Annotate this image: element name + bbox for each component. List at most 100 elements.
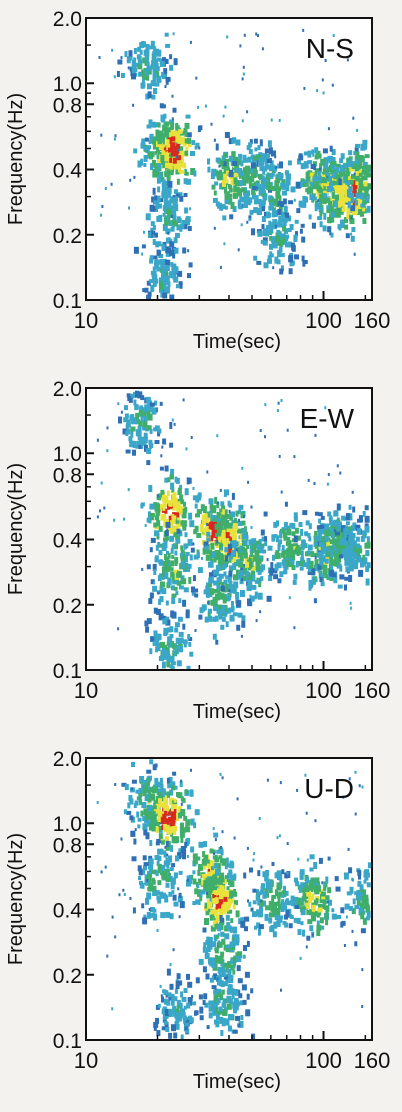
spectrogram-cell xyxy=(213,557,217,563)
spectrogram-cell xyxy=(146,618,152,625)
noise-dot xyxy=(239,44,242,48)
spectrogram-cell xyxy=(128,50,133,58)
spectrogram-cell xyxy=(229,169,233,177)
spectrogram-cell xyxy=(146,811,150,819)
spectrogram-cell xyxy=(177,580,182,586)
spectrogram-cell xyxy=(269,570,274,576)
spectrogram-cell xyxy=(313,598,317,604)
noise-dot xyxy=(351,877,354,881)
spectrogram-cell xyxy=(293,512,298,519)
spectrogram-cell xyxy=(208,498,214,505)
spectrogram-cell xyxy=(331,559,335,565)
spectrogram-cell xyxy=(145,43,150,51)
spectrogram-cell xyxy=(172,1010,177,1017)
spectrogram-cell xyxy=(129,815,134,821)
spectrogram-cell xyxy=(230,180,235,185)
spectrogram-cell xyxy=(129,798,134,805)
spectrogram-cell xyxy=(171,136,176,142)
noise-dot xyxy=(353,172,356,176)
spectrogram-cell xyxy=(230,584,235,591)
spectrogram-cell xyxy=(258,157,264,162)
spectrogram-cell xyxy=(363,145,368,150)
spectrogram-cell xyxy=(172,771,177,776)
spectrogram-cell xyxy=(163,288,167,295)
spectrogram-cell xyxy=(330,208,335,214)
spectrogram-cell xyxy=(219,858,224,864)
spectrogram-cell xyxy=(221,989,225,995)
spectrogram-cell xyxy=(274,256,279,264)
spectrogram-cell xyxy=(199,524,204,529)
noise-dot xyxy=(361,968,364,972)
spectrogram-cell xyxy=(179,494,184,500)
spectrogram-cell xyxy=(277,897,281,904)
spectrogram-cell xyxy=(217,558,221,564)
noise-dot xyxy=(206,470,209,474)
spectrogram-cell xyxy=(294,234,298,241)
spectrogram-cell xyxy=(229,941,235,948)
spectrogram-cell xyxy=(167,840,171,848)
spectrogram-cell xyxy=(160,489,165,495)
spectrogram-cell xyxy=(229,862,235,869)
spectrogram-cell xyxy=(155,803,160,809)
spectrogram-cell xyxy=(265,882,271,888)
spectrogram-cell xyxy=(343,188,349,194)
spectrogram-cell xyxy=(317,563,322,570)
noise-dot xyxy=(129,178,132,182)
spectrogram-cell xyxy=(186,132,192,138)
spectrogram-cell xyxy=(148,858,154,865)
spectrogram-cell xyxy=(224,205,228,210)
noise-dot xyxy=(255,619,258,623)
spectrogram-cell xyxy=(225,964,229,971)
spectrogram-cell xyxy=(214,615,219,622)
noise-dot xyxy=(293,626,296,630)
spectrogram-cell xyxy=(232,523,238,531)
noise-dot xyxy=(162,577,165,581)
spectrogram-cell xyxy=(319,524,325,529)
spectrogram-cell xyxy=(180,1012,186,1017)
spectrogram-cell xyxy=(228,871,233,878)
spectrogram-cell xyxy=(320,158,326,166)
spectrogram-cell xyxy=(152,225,156,231)
spectrogram-cell xyxy=(159,466,164,471)
spectrogram-cell xyxy=(157,810,163,816)
spectrogram-cell xyxy=(174,476,178,483)
noise-dot xyxy=(100,133,103,137)
spectrogram-cell xyxy=(160,137,165,145)
spectrogram-cell xyxy=(159,267,165,273)
spectrogram-cell xyxy=(221,1002,225,1008)
spectrogram-cell xyxy=(246,940,250,947)
spectrogram-cell xyxy=(348,531,353,538)
spectrogram-cell xyxy=(276,191,281,197)
spectrogram-cell xyxy=(217,576,222,583)
spectrogram-cell xyxy=(134,404,139,410)
spectrogram-cell xyxy=(154,635,158,641)
noise-dot xyxy=(317,199,320,203)
spectrogram-cell xyxy=(162,989,167,994)
spectrogram-cell xyxy=(257,913,263,918)
spectrogram-cell xyxy=(175,151,180,158)
spectrogram-cell xyxy=(186,875,192,880)
spectrogram-cell xyxy=(246,168,251,175)
spectrogram-cell xyxy=(206,1025,210,1030)
spectrogram-cell xyxy=(356,898,361,906)
spectrogram-cell xyxy=(324,536,329,543)
spectrogram-cell xyxy=(220,159,226,167)
spectrogram-cell xyxy=(220,204,226,210)
spectrogram-cell xyxy=(272,242,278,249)
spectrogram-cell xyxy=(193,170,197,177)
spectrogram-cell xyxy=(167,579,172,585)
spectrogram-cell xyxy=(287,228,292,232)
spectrogram-cell xyxy=(360,155,364,161)
noise-dot xyxy=(132,103,135,107)
spectrogram-cell xyxy=(260,188,265,195)
spectrogram-cell xyxy=(156,195,161,203)
spectrogram-cell xyxy=(346,170,350,178)
spectrogram-cell xyxy=(187,981,193,988)
y-tick-label: 0.2 xyxy=(53,965,82,988)
spectrogram-cell xyxy=(281,559,285,566)
spectrogram-cell xyxy=(314,911,319,917)
spectrogram-cell xyxy=(179,781,183,788)
spectrogram-cell xyxy=(224,547,229,553)
noise-dot xyxy=(212,827,215,831)
spectrogram-cell xyxy=(290,895,295,902)
